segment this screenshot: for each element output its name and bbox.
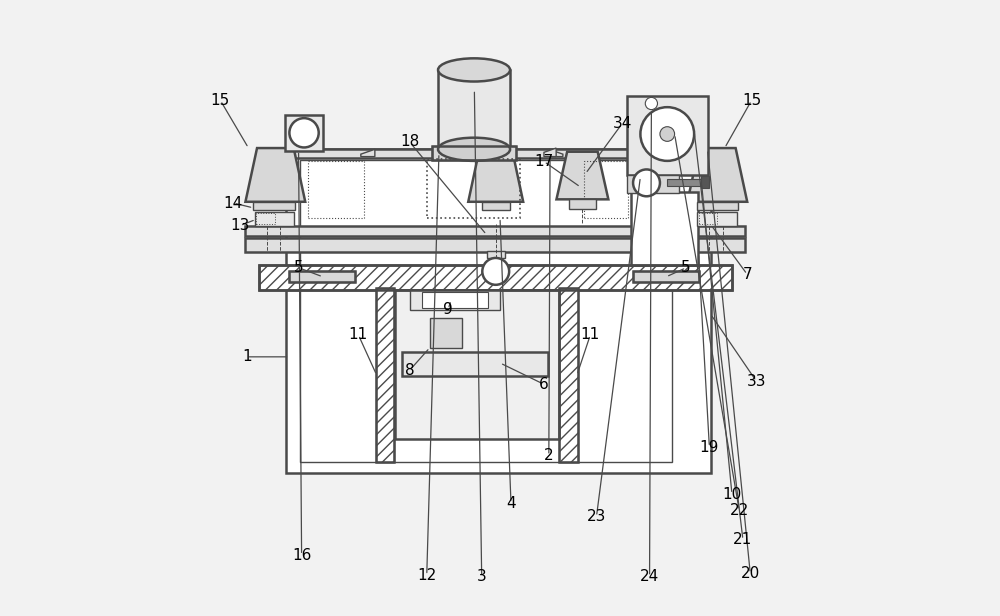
Text: 5: 5 [294,260,303,275]
Text: 5: 5 [681,260,691,275]
Polygon shape [468,152,523,202]
Ellipse shape [438,138,510,161]
Polygon shape [556,152,608,200]
Bar [697,211,737,225]
Text: 22: 22 [730,503,749,518]
Ellipse shape [438,59,510,81]
Circle shape [645,97,657,110]
Text: 13: 13 [230,218,250,233]
Bar [569,200,596,209]
Text: 21: 21 [733,532,753,548]
Text: 11: 11 [581,327,600,342]
Bar [259,265,732,290]
Bar [432,146,516,160]
Text: 18: 18 [400,134,419,150]
Polygon shape [544,148,556,156]
Bar [432,146,516,160]
Text: 2: 2 [544,448,554,463]
Bar [667,179,702,186]
Bar [701,176,709,188]
Text: 20: 20 [741,566,760,581]
Text: 12: 12 [417,568,436,583]
Text: 11: 11 [349,327,368,342]
Bar [286,149,711,473]
Text: 6: 6 [539,377,549,392]
Bar [627,95,708,175]
Bar [245,226,745,236]
Text: 10: 10 [722,487,742,501]
Bar [289,272,355,282]
Bar [627,175,679,193]
Text: 3: 3 [477,569,487,584]
Text: 9: 9 [443,302,453,317]
Bar [259,265,732,290]
Bar [482,202,510,210]
Text: 33: 33 [747,374,766,389]
Bar [584,161,628,217]
Bar [300,160,672,462]
Bar [633,272,699,282]
Bar [395,290,559,439]
Bar [253,202,295,210]
Bar [699,213,717,224]
Polygon shape [549,149,563,156]
Bar [438,70,510,149]
Bar [559,288,578,462]
Polygon shape [687,148,747,202]
Circle shape [482,258,509,285]
Bar [559,288,578,462]
Bar [422,291,488,308]
Polygon shape [245,148,305,202]
Bar [402,352,548,376]
Text: 19: 19 [700,440,719,455]
Bar [633,272,699,282]
Bar [487,251,505,258]
Bar [410,290,500,310]
Bar [285,115,323,150]
Text: 15: 15 [742,93,761,108]
Circle shape [633,169,660,197]
Circle shape [640,107,694,161]
Circle shape [289,118,319,147]
Text: 17: 17 [534,154,554,169]
Text: 23: 23 [587,509,606,524]
Bar [255,211,294,225]
Circle shape [660,127,675,141]
Polygon shape [361,149,375,156]
Bar [376,288,394,462]
Bar [308,161,364,217]
Text: 7: 7 [742,267,752,282]
Bar [631,192,698,265]
Text: 1: 1 [242,349,251,364]
Text: 34: 34 [612,116,632,131]
Bar [697,202,738,210]
Text: 16: 16 [292,548,311,563]
Bar [430,318,462,347]
Bar [289,272,355,282]
Bar [427,159,520,217]
Bar [256,213,275,224]
Text: 4: 4 [506,496,516,511]
Text: 24: 24 [640,569,659,584]
Text: 14: 14 [224,195,243,211]
Bar [376,288,394,462]
Bar [245,238,745,252]
Bar [286,149,711,158]
Text: 8: 8 [405,363,414,378]
Text: 15: 15 [211,93,230,108]
